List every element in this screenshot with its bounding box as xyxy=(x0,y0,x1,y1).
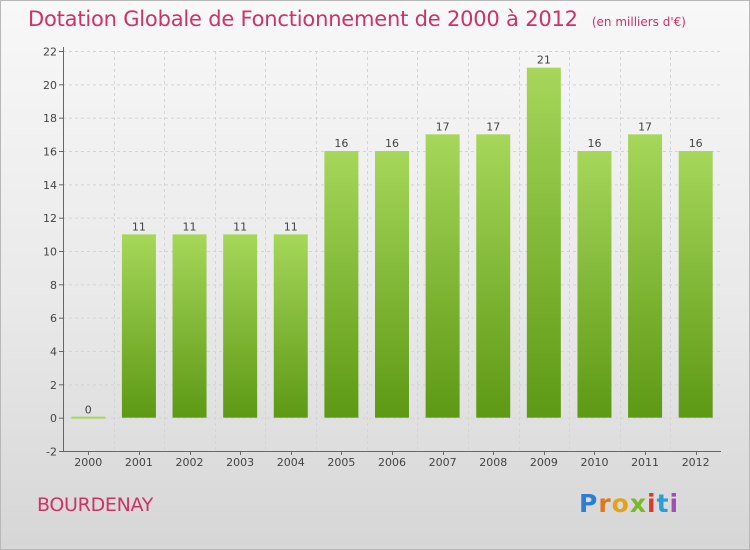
value-label: 17 xyxy=(638,120,652,133)
bar xyxy=(678,151,713,418)
axes: -2 0 2 4 6 8 10 12 14 16 18 20 22 2000 2001 2002 2003 200… xyxy=(43,46,721,469)
bar xyxy=(476,134,511,418)
x-tick-label: 2000 xyxy=(74,456,102,469)
bars xyxy=(71,67,713,419)
title-text: Dotation Globale de Fonctionnement de 20… xyxy=(28,7,578,31)
value-label: 0 xyxy=(85,404,92,417)
y-tick-label: 18 xyxy=(43,112,57,125)
x-tick-label: 2011 xyxy=(631,456,659,469)
value-label: 11 xyxy=(284,220,298,233)
bar xyxy=(71,416,106,419)
x-tick-label: 2012 xyxy=(682,456,710,469)
y-tick-label: 4 xyxy=(50,346,57,359)
bar xyxy=(577,151,612,418)
value-label: 21 xyxy=(537,54,551,67)
y-tick-label: 8 xyxy=(50,279,57,292)
y-tick-label: 12 xyxy=(43,212,57,225)
commune-name: BOURDENAY xyxy=(37,494,154,516)
x-tick-label: 2009 xyxy=(530,456,558,469)
y-tick-label: 0 xyxy=(50,412,57,425)
bar xyxy=(273,234,308,418)
value-label: 11 xyxy=(183,220,197,233)
proxiti-logo: Proxiti xyxy=(579,489,680,518)
bar xyxy=(628,134,663,418)
y-tick-label: 14 xyxy=(43,179,57,192)
x-tick-label: 2004 xyxy=(277,456,305,469)
value-labels: 0 11 11 11 11 16 16 17 17 21 16 17 16 xyxy=(85,54,703,417)
value-label: 17 xyxy=(436,120,450,133)
y-tick-label: 20 xyxy=(43,79,57,92)
value-label: 16 xyxy=(587,137,601,150)
x-tick-label: 2010 xyxy=(580,456,608,469)
value-label: 11 xyxy=(233,220,247,233)
x-tick-label: 2008 xyxy=(479,456,507,469)
bar xyxy=(172,234,207,418)
bar xyxy=(526,67,561,418)
y-tick-label: 10 xyxy=(43,246,57,259)
value-label: 16 xyxy=(385,137,399,150)
bar xyxy=(324,151,359,418)
value-label: 16 xyxy=(689,137,703,150)
y-tick-label: 6 xyxy=(50,312,57,325)
bar xyxy=(121,234,156,418)
bar xyxy=(223,234,258,418)
value-label: 11 xyxy=(132,220,146,233)
bar xyxy=(375,151,409,418)
y-tick-label: 16 xyxy=(43,146,57,159)
unit-label: (en milliers d'€) xyxy=(591,15,686,29)
x-tick-label: 2002 xyxy=(176,456,204,469)
y-tick-label: 2 xyxy=(50,379,57,392)
x-tick-label: 2006 xyxy=(378,456,406,469)
value-label: 17 xyxy=(486,120,500,133)
x-tick-label: 2007 xyxy=(429,456,457,469)
y-tick-label: -2 xyxy=(46,446,57,459)
x-tick-label: 2001 xyxy=(125,456,153,469)
bar xyxy=(425,134,460,418)
chart-title: Dotation Globale de Fonctionnement de 20… xyxy=(28,7,686,31)
x-tick-label: 2005 xyxy=(327,456,355,469)
x-tick-label: 2003 xyxy=(226,456,254,469)
y-tick-label: 22 xyxy=(43,46,57,59)
value-label: 16 xyxy=(334,137,348,150)
